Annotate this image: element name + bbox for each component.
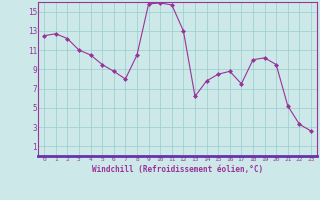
X-axis label: Windchill (Refroidissement éolien,°C): Windchill (Refroidissement éolien,°C) [92, 165, 263, 174]
